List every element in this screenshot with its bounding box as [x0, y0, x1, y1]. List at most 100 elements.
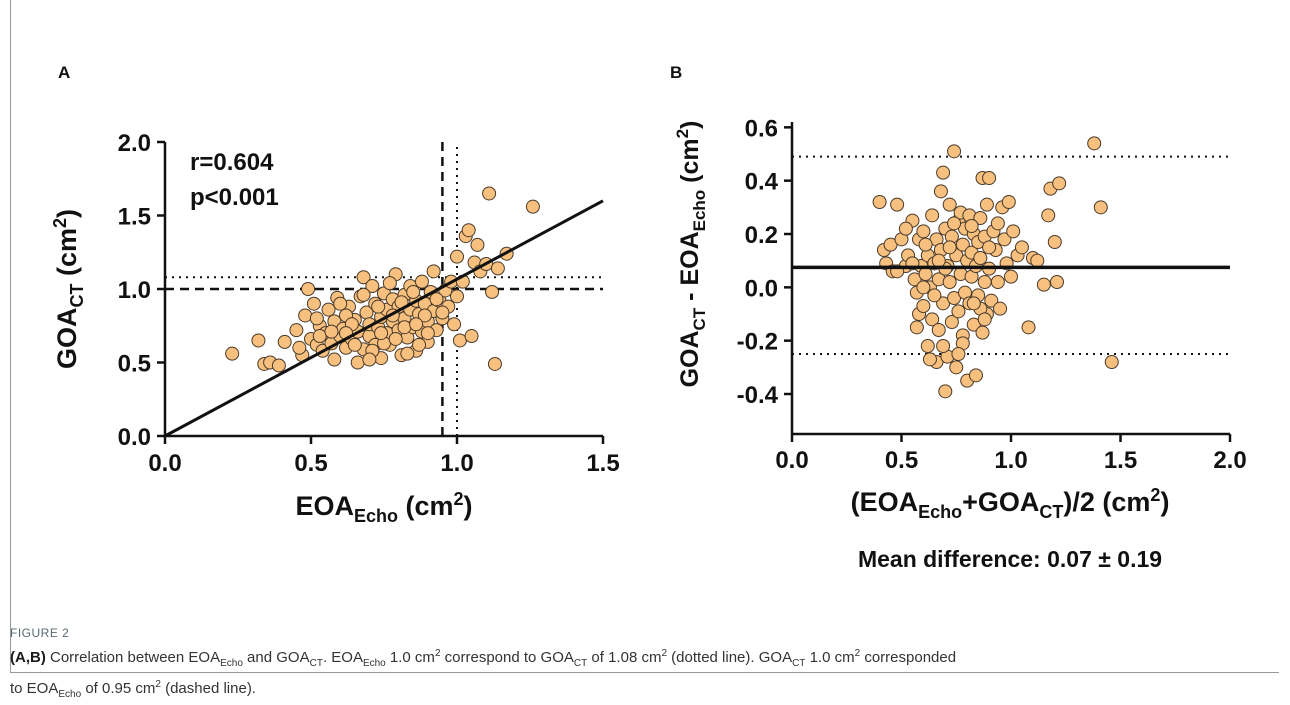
- panel-b-data-point: [943, 198, 956, 211]
- panel-a-data-point: [430, 293, 443, 306]
- panel-b-data-point: [943, 241, 956, 254]
- panel-b-data-point: [1050, 276, 1063, 289]
- panel-a-data-point: [453, 334, 466, 347]
- panel-b-data-point: [950, 361, 963, 374]
- panel-b-label: B: [670, 63, 682, 82]
- panel-a-data-point: [293, 341, 306, 354]
- panel-a-data-point: [413, 338, 426, 351]
- panel-a-data-point: [334, 297, 347, 310]
- panel-b-data-point: [932, 324, 945, 337]
- panel-a-data-point: [398, 321, 411, 334]
- panel-a-data-point: [363, 353, 376, 366]
- panel-b-data-point: [965, 220, 978, 233]
- panel-a-data-point: [448, 318, 461, 331]
- panel-a-data-point: [415, 275, 428, 288]
- panel-a-data-point: [451, 290, 464, 303]
- panel-b-data-point: [980, 198, 993, 211]
- panel-b-data-point: [994, 302, 1007, 315]
- panel-a-x-tick-label: 0.5: [294, 450, 327, 477]
- figure-label: FIGURE 2: [10, 626, 69, 640]
- panel-a-data-point: [488, 357, 501, 370]
- caption-panels: (A,B): [10, 649, 46, 666]
- panel-a-y-axis-title: GOACT (cm2): [50, 209, 87, 369]
- panel-b-data-point: [917, 225, 930, 238]
- panel-b-data-point: [939, 385, 952, 398]
- panel-b-data-point: [978, 276, 991, 289]
- panel-a-data-point: [421, 327, 434, 340]
- panel-b-y-tick-label: 0.6: [745, 115, 778, 142]
- panel-a-x-tick-label: 1.0: [440, 450, 473, 477]
- panel-b-data-point: [917, 281, 930, 294]
- panel-b-y-axis-title: GOACT - EOAEcho (cm2): [673, 121, 709, 388]
- panel-a-data-point: [471, 238, 484, 251]
- panel-b-data-point: [967, 297, 980, 310]
- panel-b-data-point: [952, 305, 965, 318]
- panel-b-data-point: [934, 185, 947, 198]
- panel-a-y-tick-label: 2.0: [118, 130, 151, 157]
- panel-a-data-point: [401, 347, 414, 360]
- panel-a-data-point: [526, 200, 539, 213]
- panel-b-data-point: [1015, 241, 1028, 254]
- panel-b-mean-difference-note: Mean difference: 0.07 ± 0.19: [858, 546, 1162, 572]
- panel-b-data-point: [899, 222, 912, 235]
- panel-b-data-point: [1042, 209, 1055, 222]
- panel-b-data-point: [919, 238, 932, 251]
- panel-b-x-axis-title: (EOAEcho+GOACT)/2 (cm2): [851, 485, 1170, 522]
- panel-a: A 0.0 0.5 1.0 1.5 0.0 0.5 1.0 1.5 2.0 r=0.604 p…: [50, 63, 620, 526]
- panel-b-x-tick-label: 0.0: [775, 447, 808, 474]
- panel-b-data-point: [969, 369, 982, 382]
- panel-b-data-point: [991, 217, 1004, 230]
- panel-a-data-point: [290, 324, 303, 337]
- panel-a-data-point: [307, 297, 320, 310]
- panel-b-data-point: [978, 313, 991, 326]
- panel-b-data-point: [1005, 270, 1018, 283]
- panel-b-data-point: [1094, 201, 1107, 214]
- panel-b-data-point: [943, 276, 956, 289]
- panel-b-data-point: [873, 196, 886, 209]
- panel-a-data-point: [491, 262, 504, 275]
- panel-b-data-point: [948, 217, 961, 230]
- panel-a-data-point: [328, 353, 341, 366]
- panel-a-data-point: [302, 283, 315, 296]
- panel-a-data-point: [226, 347, 239, 360]
- panel-b-y-tick-label: -0.4: [737, 382, 779, 409]
- panel-a-label: A: [58, 63, 70, 82]
- panel-a-data-point: [322, 303, 335, 316]
- panel-b-data-point: [948, 145, 961, 158]
- panel-a-y-tick-label: 0.0: [118, 424, 151, 451]
- figure-charts: A 0.0 0.5 1.0 1.5 0.0 0.5 1.0 1.5 2.0 r=0.604 p…: [0, 0, 1290, 620]
- panel-a-data-point: [486, 285, 499, 298]
- panel-b-y-tick-label: -0.2: [737, 329, 778, 356]
- panel-a-data-point: [410, 318, 423, 331]
- panel-b-data-point: [1105, 356, 1118, 369]
- panel-b-data-point: [937, 166, 950, 179]
- panel-b-y-tick-label: 0.0: [745, 275, 778, 302]
- panel-b-data-point: [952, 348, 965, 361]
- panel-b-x-tick-label: 0.5: [885, 447, 918, 474]
- panel-b-data-point: [910, 321, 923, 334]
- panel-a-data-point: [407, 285, 420, 298]
- panel-b-x-tick-label: 2.0: [1213, 447, 1246, 474]
- panel-b-x-tick-label: 1.0: [994, 447, 1027, 474]
- panel-b-data-point: [1002, 196, 1015, 209]
- panel-a-data-point: [299, 309, 312, 322]
- panel-a-data-point: [272, 359, 285, 372]
- panel-b-data-point: [932, 254, 945, 267]
- panel-a-data-point: [313, 330, 326, 343]
- panel-a-x-tick-label: 1.5: [586, 450, 619, 477]
- panel-b: B 0.0 0.5 1.0 1.5 2.0 -0.4 -0.2 0.0 0.2 0.4 0.6 (…: [670, 63, 1247, 572]
- panel-b-data-point: [937, 340, 950, 353]
- panel-a-data-point: [427, 265, 440, 278]
- panel-a-annotation-p: p<0.001: [190, 184, 279, 211]
- panel-b-data-point: [1053, 177, 1066, 190]
- panel-b-data-point: [976, 326, 989, 339]
- panel-b-data-point: [928, 289, 941, 302]
- panel-a-y-tick-label: 1.5: [118, 204, 151, 231]
- panel-a-data-point: [389, 332, 402, 345]
- panel-a-data-point: [357, 288, 370, 301]
- panel-b-data-point: [974, 252, 987, 265]
- panel-a-data-point: [278, 335, 291, 348]
- panel-b-data-point: [1007, 225, 1020, 238]
- panel-b-data-point: [917, 300, 930, 313]
- panel-a-data-point: [348, 338, 361, 351]
